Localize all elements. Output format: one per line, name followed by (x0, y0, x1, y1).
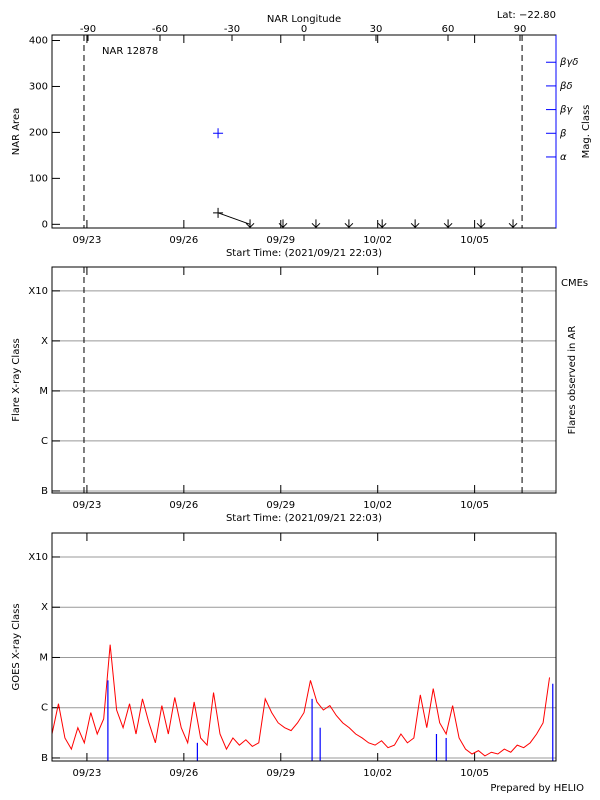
x-tick-label: 09/26 (169, 768, 198, 779)
marker-arrow (508, 219, 518, 229)
x-tick-label: 09/29 (266, 235, 295, 246)
y-tick-label: 100 (29, 173, 48, 184)
y-tick-label: 0 (42, 219, 48, 230)
chart-title: NAR 12878 (102, 46, 158, 57)
y-tick-label: X10 (28, 552, 48, 563)
x-tick-label: 09/23 (73, 500, 102, 511)
x-tick-label: 09/29 (266, 768, 295, 779)
x2-tick-label: 90 (514, 24, 527, 35)
series-line (217, 212, 251, 225)
y2-tick-label: βγδ (559, 57, 578, 68)
y-tick-label: B (41, 486, 48, 497)
y2-axis-label: Flares observed in AR (567, 326, 578, 435)
x2-tick-label: 60 (442, 24, 455, 35)
y-tick-label: X (41, 602, 48, 613)
x-tick-label: 09/23 (73, 235, 102, 246)
y-tick-label: 300 (29, 81, 48, 92)
x2-tick-label: -90 (80, 24, 96, 35)
x-axis-label: Start Time: (2021/09/21 22:03) (226, 248, 382, 259)
x-tick-label: 10/02 (363, 235, 392, 246)
y-axis-label: NAR Area (11, 108, 22, 155)
y-tick-label: M (39, 652, 48, 663)
y2-tick-label: βδ (559, 81, 573, 92)
y-tick-label: C (41, 436, 48, 447)
plot-frame (51, 532, 557, 762)
x2-axis-label: NAR Longitude (267, 14, 341, 25)
x-tick-label: 10/05 (460, 768, 489, 779)
annotation: Prepared by HELIO (490, 783, 584, 794)
marker-arrow (443, 219, 453, 229)
series-line (52, 644, 551, 757)
marker-arrow (344, 219, 354, 229)
x2-tick-label: 0 (301, 24, 307, 35)
y2-tick-label: α (560, 152, 567, 163)
marker-arrow (245, 219, 255, 229)
y-tick-label: 200 (29, 127, 48, 138)
x-tick-label: 09/29 (266, 500, 295, 511)
x-tick-label: 09/23 (73, 768, 102, 779)
x2-tick-label: 30 (370, 24, 383, 35)
x-tick-label: 10/05 (460, 235, 489, 246)
marker-arrow (476, 219, 486, 229)
marker-plus (213, 128, 224, 139)
y2-tick-label: β (559, 128, 567, 139)
x-tick-label: 09/26 (169, 500, 198, 511)
y-tick-label: X (41, 336, 48, 347)
y2-axis-label: Mag. Class (581, 105, 592, 159)
marker-arrow (410, 219, 420, 229)
marker-arrow (377, 219, 387, 229)
marker-arrow (278, 219, 288, 229)
y-tick-label: 400 (29, 36, 48, 47)
y-tick-label: M (39, 386, 48, 397)
x2-tick-label: -30 (224, 24, 240, 35)
x2-tick-label: -60 (152, 24, 168, 35)
y-tick-label: B (41, 753, 48, 764)
plot-frame (51, 266, 557, 494)
y-tick-label: C (41, 703, 48, 714)
x-tick-label: 10/02 (363, 768, 392, 779)
y-axis-label: GOES X-ray Class (11, 603, 22, 690)
annotation: Lat: −22.80 (497, 10, 556, 21)
x-tick-label: 09/26 (169, 235, 198, 246)
x-tick-label: 10/02 (363, 500, 392, 511)
y2-tick-label: βγ (559, 105, 573, 116)
marker-plus (213, 207, 224, 218)
x-tick-label: 10/05 (460, 500, 489, 511)
annotation: CMEs (561, 278, 588, 289)
x-axis-label: Start Time: (2021/09/21 22:03) (226, 513, 382, 524)
y-axis-label: Flare X-ray Class (11, 338, 22, 422)
marker-arrow (311, 219, 321, 229)
y-tick-label: X10 (28, 286, 48, 297)
